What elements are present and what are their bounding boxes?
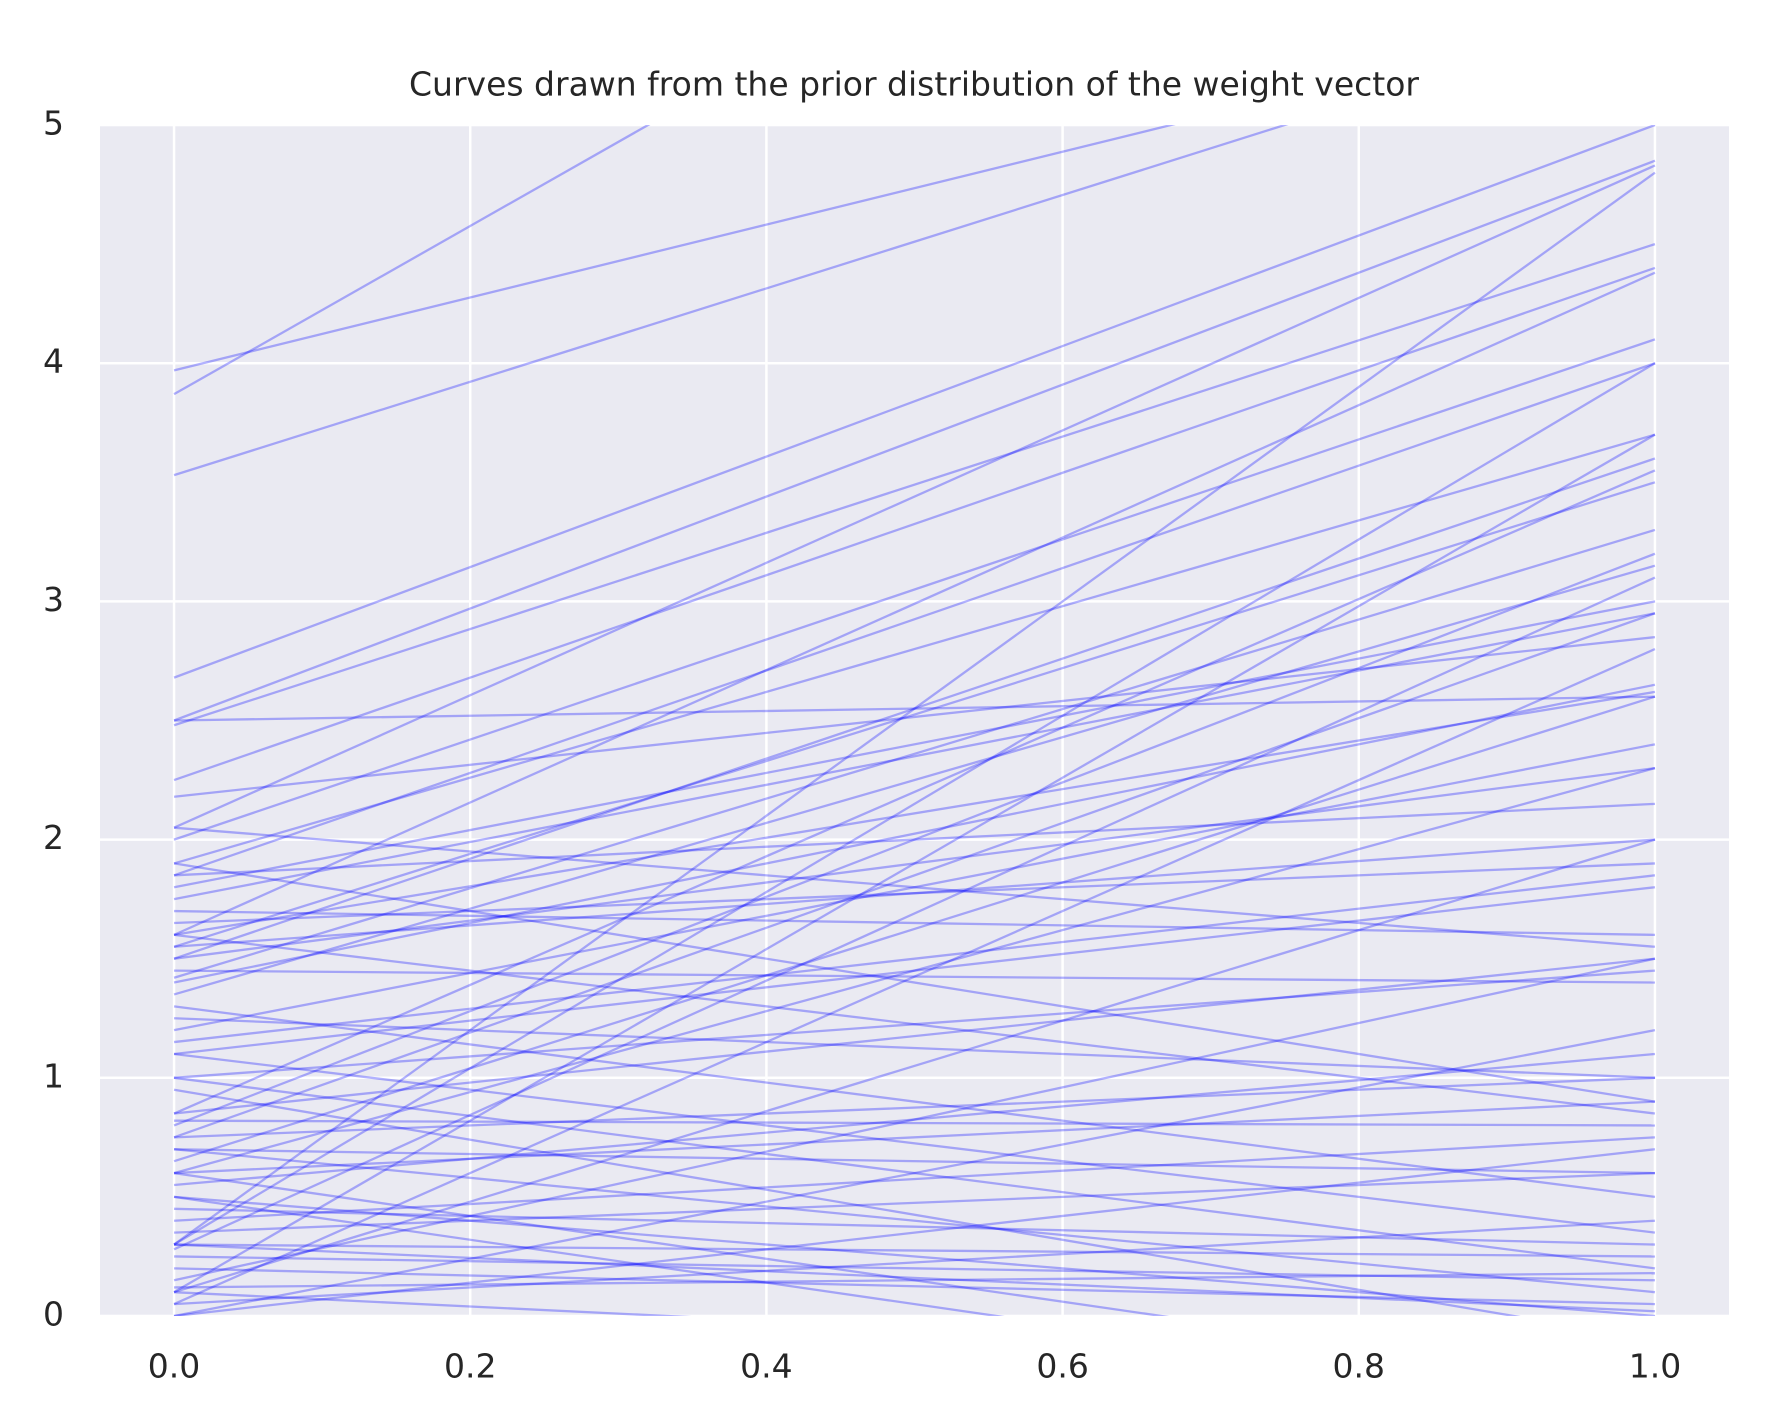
curve <box>174 1255 1655 1282</box>
curve <box>173 886 1656 1056</box>
lines <box>173 125 1656 1316</box>
curve <box>173 469 1656 1115</box>
x-tick-label: 0.4 <box>740 1347 792 1386</box>
curve <box>173 1088 1521 1316</box>
curve <box>173 457 1656 960</box>
y-tick-label: 2 <box>43 818 64 857</box>
plot-area <box>100 125 1729 1316</box>
curve <box>173 564 1656 996</box>
curve <box>173 433 1656 865</box>
curve <box>173 1029 1656 1316</box>
curve <box>173 243 1656 727</box>
curve <box>173 1171 1170 1316</box>
curve <box>173 576 1656 1251</box>
y-tick-label: 3 <box>43 580 64 619</box>
curve <box>173 600 1656 889</box>
curve <box>173 690 1656 937</box>
curve <box>173 862 1656 1103</box>
curve <box>173 647 1656 1306</box>
chart-title: Curves drawn from the prior distribution… <box>409 65 1419 104</box>
curve <box>173 874 1656 1044</box>
curve <box>173 125 1289 477</box>
curve <box>173 1195 1656 1316</box>
curve <box>173 1291 692 1316</box>
curve <box>173 933 1656 1115</box>
curve <box>173 838 1656 1294</box>
curve <box>173 1052 1656 1234</box>
curve <box>173 1148 1656 1294</box>
y-tick-label: 0 <box>43 1295 64 1334</box>
curve <box>173 125 1176 372</box>
curve <box>173 683 1656 984</box>
curve <box>173 1017 1656 1079</box>
curve <box>173 266 1656 782</box>
curve <box>173 1195 1005 1316</box>
curve <box>174 1207 1655 1246</box>
x-tick-label: 0.8 <box>1333 1347 1385 1386</box>
curve <box>173 159 1656 722</box>
curve <box>173 826 1656 948</box>
curve <box>173 1076 1656 1270</box>
curve <box>173 838 1656 948</box>
curve <box>173 552 1656 1127</box>
curve <box>173 433 1656 1294</box>
curve <box>173 1076 1656 1139</box>
curve <box>173 1052 1656 1187</box>
curve <box>173 1171 1656 1234</box>
x-tick-label: 0.6 <box>1036 1347 1088 1386</box>
curve <box>174 1148 1655 1175</box>
curve <box>173 362 1656 1246</box>
curve <box>174 1267 1655 1306</box>
y-tick-label: 5 <box>43 104 64 143</box>
curve <box>173 695 1656 1163</box>
curve <box>173 1136 1656 1222</box>
curve <box>173 171 1656 1246</box>
curve <box>174 1119 1655 1127</box>
curve <box>174 909 1655 937</box>
x-tick-label: 0.2 <box>444 1347 496 1386</box>
curve <box>173 1243 1656 1313</box>
curve <box>173 802 1656 877</box>
curve <box>173 612 1656 1139</box>
curve <box>173 1100 1656 1175</box>
curve <box>173 338 1656 841</box>
curve <box>174 1271 1655 1289</box>
curve <box>173 612 1656 901</box>
curve <box>173 481 1656 948</box>
curve <box>174 1243 1655 1258</box>
curve <box>173 1219 1656 1306</box>
curve <box>173 1148 1656 1316</box>
y-tick-label: 1 <box>43 1056 64 1095</box>
curve <box>173 1005 1656 1199</box>
curve <box>173 766 1656 960</box>
curve <box>174 969 1655 984</box>
curve <box>173 767 1656 1175</box>
y-tick-label: 4 <box>43 342 64 381</box>
curve <box>173 125 1656 679</box>
curve <box>173 164 1656 829</box>
curve <box>173 125 651 396</box>
curve <box>173 957 1656 1282</box>
x-tick-label: 1.0 <box>1629 1347 1681 1386</box>
curve <box>173 528 1656 979</box>
curve <box>174 695 1655 722</box>
curve <box>173 969 1656 1079</box>
curve <box>173 362 1656 877</box>
x-tick-label: 0.0 <box>148 1347 200 1386</box>
curve <box>173 957 1656 1115</box>
curve <box>173 271 1656 936</box>
curve <box>173 635 1656 798</box>
curve <box>173 743 1656 1032</box>
curve <box>173 862 1656 925</box>
